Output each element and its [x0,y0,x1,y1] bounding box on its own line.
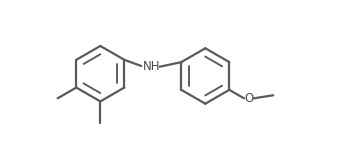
Text: O: O [245,92,254,105]
Text: NH: NH [143,60,160,73]
